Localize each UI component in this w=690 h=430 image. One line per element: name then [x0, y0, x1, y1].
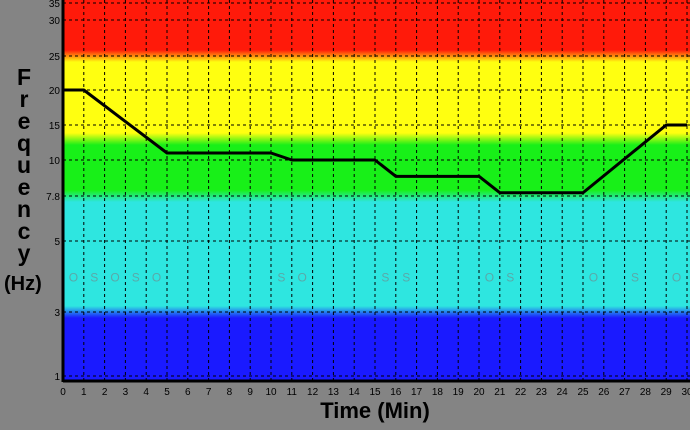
y-tick-label: 10	[49, 156, 61, 167]
x-tick-label: 5	[164, 387, 170, 398]
event-marker: O	[110, 271, 119, 285]
event-marker: O	[589, 271, 598, 285]
x-tick-label: 30	[681, 387, 690, 398]
y-axis-label-letter: e	[17, 108, 31, 134]
event-marker: S	[506, 271, 514, 285]
x-tick-label: 1	[81, 387, 87, 398]
x-tick-label: 0	[60, 387, 66, 398]
x-tick-label: 12	[307, 387, 319, 398]
event-marker: S	[381, 271, 389, 285]
y-tick-label: 5	[54, 237, 60, 248]
x-tick-label: 17	[411, 387, 423, 398]
x-tick-label: 22	[515, 387, 527, 398]
x-tick-label: 2	[102, 387, 108, 398]
y-axis-label-letter: e	[17, 174, 31, 200]
x-axis-label: Time (Min)	[320, 398, 430, 423]
event-marker: S	[90, 271, 98, 285]
x-tick-label: 25	[577, 387, 589, 398]
y-axis-label-letter: c	[17, 218, 31, 244]
x-tick-label: 29	[661, 387, 673, 398]
y-axis-label-letter: n	[16, 196, 32, 222]
x-tick-label: 6	[185, 387, 191, 398]
series-line-frequency	[63, 88, 687, 195]
y-axis-label-letter: u	[16, 152, 32, 178]
y-axis-label-letter: r	[19, 86, 29, 112]
x-tick-label: 16	[390, 387, 402, 398]
x-tick-label: 19	[453, 387, 465, 398]
y-tick-label: 25	[49, 52, 61, 63]
y-tick-label: 15	[49, 121, 61, 132]
event-marker: O	[298, 271, 307, 285]
event-marker: O	[485, 271, 494, 285]
x-tick-label: 14	[349, 387, 361, 398]
x-tick-label: 7	[206, 387, 212, 398]
x-tick-label: 18	[432, 387, 444, 398]
y-tick-label: 35	[49, 0, 61, 10]
x-tick-label: 20	[473, 387, 485, 398]
y-tick-label: 7.8	[46, 192, 60, 203]
event-marker: S	[631, 271, 639, 285]
x-tick-label: 15	[369, 387, 381, 398]
y-axis-label-letter: y	[17, 240, 31, 266]
event-marker: S	[277, 271, 285, 285]
x-tick-label: 13	[328, 387, 340, 398]
x-tick-label: 23	[536, 387, 548, 398]
y-tick-label: 1	[54, 372, 60, 383]
event-marker: O	[69, 271, 78, 285]
x-tick-label: 11	[287, 387, 298, 398]
x-tick-label: 27	[619, 387, 631, 398]
y-axis-label-letter: q	[16, 130, 32, 156]
y-tick-label: 20	[49, 86, 61, 97]
y-axis-label-letter: F	[16, 64, 32, 90]
band-background	[63, 0, 690, 380]
x-tick-label: 24	[557, 387, 569, 398]
x-tick-label: 21	[494, 387, 506, 398]
y-tick-label: 3	[54, 308, 60, 319]
x-tick-label: 9	[247, 387, 253, 398]
x-tick-label: 10	[265, 387, 277, 398]
x-tick-label: 28	[640, 387, 652, 398]
event-marker: O	[672, 271, 681, 285]
event-marker: S	[132, 271, 140, 285]
event-marker: O	[152, 271, 161, 285]
x-tick-label: 8	[227, 387, 233, 398]
y-axis-unit: (Hz)	[4, 273, 42, 295]
x-tick-label: 26	[598, 387, 610, 398]
event-marker: S	[402, 271, 410, 285]
x-tick-label: 4	[143, 387, 149, 398]
x-tick-label: 3	[123, 387, 129, 398]
y-tick-label: 30	[49, 16, 61, 27]
